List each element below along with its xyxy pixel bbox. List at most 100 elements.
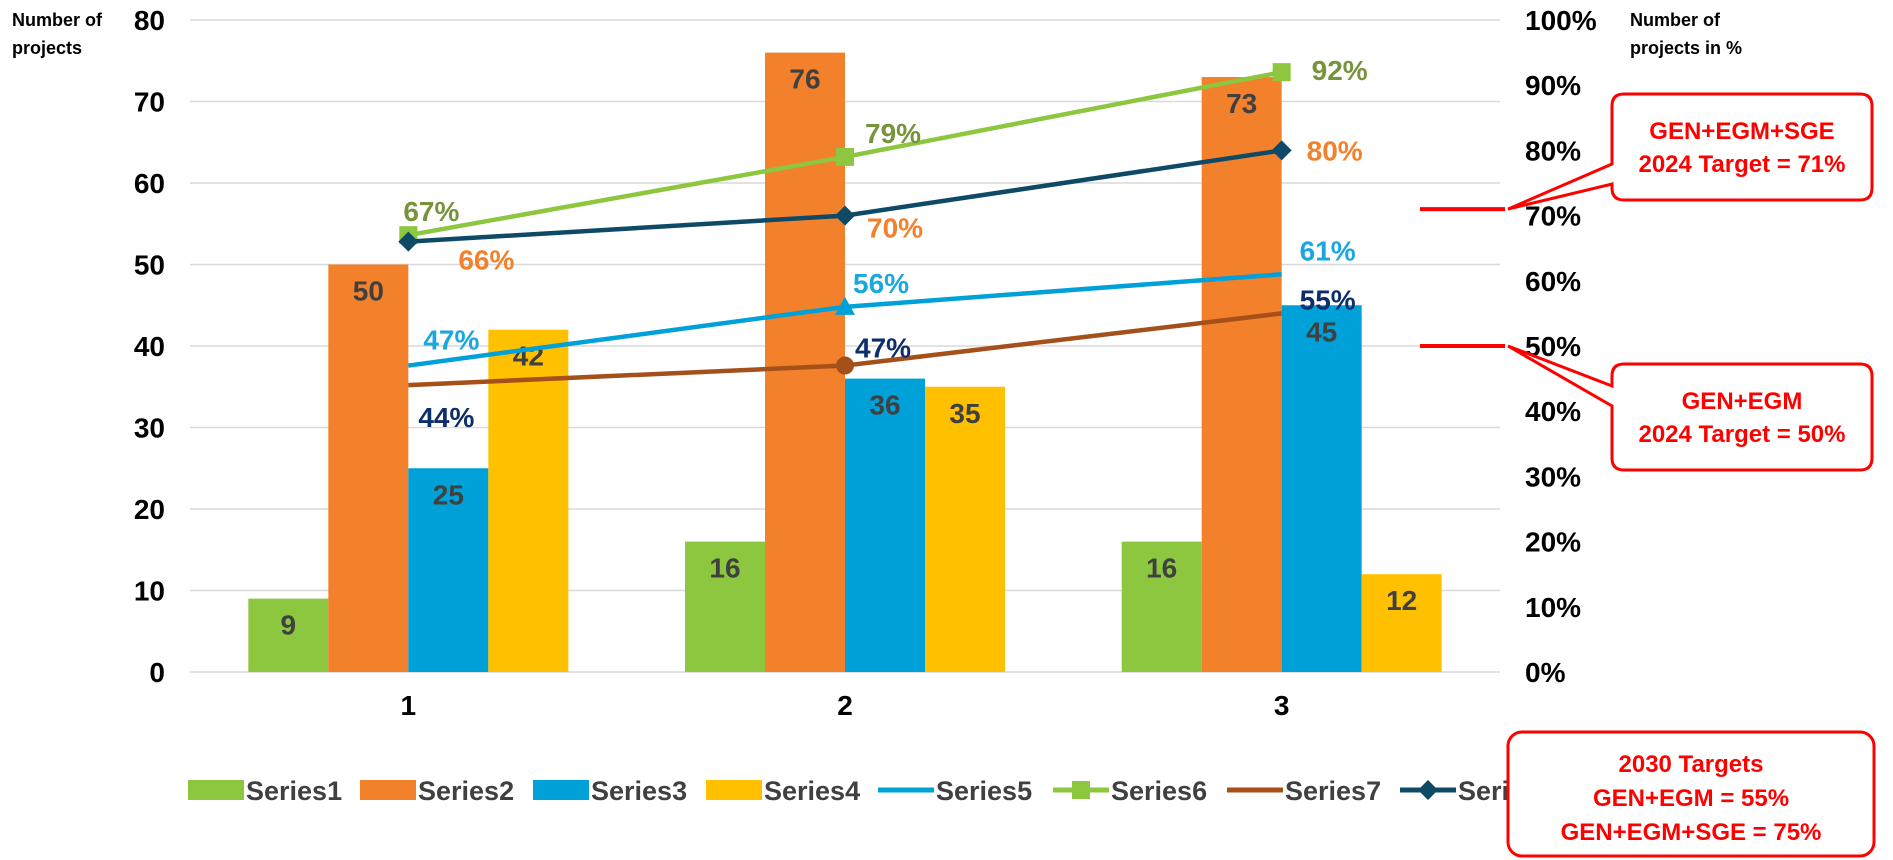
bar-series2 xyxy=(765,52,845,673)
legend-swatch xyxy=(360,780,416,800)
target-callout-box xyxy=(1507,92,1874,211)
bar-series4 xyxy=(488,329,569,672)
marker-diamond xyxy=(1271,140,1292,161)
bar-series3 xyxy=(1281,305,1362,672)
y-left-tick: 40 xyxy=(134,331,165,362)
line-label: 79% xyxy=(865,118,921,149)
bar-series2 xyxy=(1201,77,1282,673)
callout-line1: GEN+EGM+SGE xyxy=(1649,118,1834,145)
legend-label: Series4 xyxy=(764,776,860,806)
targets-2030-title: 2030 Targets xyxy=(1619,751,1764,778)
x-ticks: 1 2 3 xyxy=(401,690,1290,721)
bar-label: 9 xyxy=(281,610,297,641)
y-left-tick: 70 xyxy=(134,87,165,118)
y-left-label-line1: Number of xyxy=(12,10,103,30)
y-right-tick: 0% xyxy=(1525,657,1566,688)
targets-2030-line3: GEN+EGM+SGE = 75% xyxy=(1561,819,1822,846)
bar-label: 12 xyxy=(1386,585,1417,616)
line-label: 66% xyxy=(458,245,514,276)
y-right-label-line1: Number of xyxy=(1630,10,1721,30)
legend-swatch xyxy=(188,780,244,800)
line-label: 47% xyxy=(423,325,479,356)
bar-series1 xyxy=(685,541,765,672)
bar-label: 50 xyxy=(353,276,384,307)
marker-circle xyxy=(836,356,854,375)
y-right-tick: 30% xyxy=(1525,461,1581,492)
bar-label: 16 xyxy=(709,553,740,584)
marker-square xyxy=(1072,781,1090,799)
bar-series2 xyxy=(328,264,409,672)
y-right-tick: 10% xyxy=(1525,592,1581,623)
y-right-tick: 40% xyxy=(1525,396,1581,427)
legend-label: Series2 xyxy=(418,776,514,806)
line-label: 55% xyxy=(1300,284,1356,315)
bar-series3 xyxy=(408,468,489,672)
y-left-tick: 50 xyxy=(134,250,165,281)
bar-label: 25 xyxy=(433,479,464,510)
bar-label: 73 xyxy=(1226,88,1257,119)
y-right-ticks: 0%10%20%30%40%50%60%70%80%90%100% xyxy=(1525,5,1597,688)
bar-series4 xyxy=(925,386,1005,672)
line-label: 67% xyxy=(403,196,459,227)
target-callout-box xyxy=(1507,344,1874,472)
legend-label: Series6 xyxy=(1111,776,1207,806)
targets-2030-box xyxy=(1506,730,1876,858)
y-left-tick: 10 xyxy=(134,576,165,607)
lines: 47% 56% 61% 67% 79% 92% 44% 47% 55% 66% 70% 80% xyxy=(398,55,1368,433)
bar-series3 xyxy=(845,378,925,672)
marker-square xyxy=(1272,63,1291,82)
bar-series1 xyxy=(248,598,329,672)
bars: 9 16 16 50 76 73 25 36 45 42 35 12 xyxy=(248,52,1442,673)
y-left-tick: 80 xyxy=(134,5,165,36)
line-label: 92% xyxy=(1312,55,1368,86)
x-tick: 2 xyxy=(837,690,853,721)
y-right-tick: 70% xyxy=(1525,201,1581,232)
legend-label: Series5 xyxy=(936,776,1032,806)
line-label: 61% xyxy=(1300,235,1356,266)
y-left-tick: 0 xyxy=(149,657,165,688)
y-right-label-line2: projects in % xyxy=(1630,38,1742,58)
y-left-tick: 60 xyxy=(134,168,165,199)
callout-line1: GEN+EGM xyxy=(1682,388,1803,415)
bar-series1 xyxy=(1121,541,1202,672)
line-label: 80% xyxy=(1307,135,1363,166)
line-label: 47% xyxy=(855,333,911,364)
callout-line2: 2024 Target = 71% xyxy=(1638,151,1845,178)
marker-diamond xyxy=(398,231,419,252)
legend-swatch xyxy=(706,780,762,800)
y-right-tick: 20% xyxy=(1525,527,1581,558)
targets-2030-line2: GEN+EGM = 55% xyxy=(1593,785,1789,812)
marker-triangle xyxy=(835,296,855,315)
bar-label: 45 xyxy=(1306,316,1337,347)
marker-diamond xyxy=(835,205,855,226)
marker-square xyxy=(836,147,854,166)
x-tick: 1 xyxy=(401,690,417,721)
bar-label: 35 xyxy=(949,398,980,429)
line-label: 44% xyxy=(418,402,474,433)
legend: Series1 Series2 Series3 Series4 Series5 Serie… xyxy=(188,776,1554,806)
legend-label: Series1 xyxy=(246,776,342,806)
bar-series4 xyxy=(1361,574,1442,672)
callout-line2: 2024 Target = 50% xyxy=(1638,421,1845,448)
y-left-tick: 20 xyxy=(134,494,165,525)
y-right-tick: 60% xyxy=(1525,266,1581,297)
y-right-tick: 80% xyxy=(1525,135,1581,166)
legend-label: Series3 xyxy=(591,776,687,806)
y-right-tick: 90% xyxy=(1525,70,1581,101)
target-callouts: GEN+EGM+SGE 2024 Target = 71% GEN+EGM 2024 … xyxy=(1420,92,1876,858)
y-right-tick: 100% xyxy=(1525,5,1597,36)
line-label: 70% xyxy=(867,213,923,244)
bar-label: 42 xyxy=(513,341,544,372)
bar-label: 76 xyxy=(789,64,820,95)
bar-label: 16 xyxy=(1146,553,1177,584)
bar-label: 36 xyxy=(869,390,900,421)
legend-label: Series7 xyxy=(1285,776,1381,806)
legend-swatch xyxy=(533,780,589,800)
x-tick: 3 xyxy=(1274,690,1290,721)
y-left-label-line2: projects xyxy=(12,38,82,58)
y-left-tick: 30 xyxy=(134,413,165,444)
y-left-ticks: 0 10 20 30 40 50 60 70 80 xyxy=(134,5,165,688)
line-label: 56% xyxy=(853,268,909,299)
marker-diamond xyxy=(1418,780,1438,800)
